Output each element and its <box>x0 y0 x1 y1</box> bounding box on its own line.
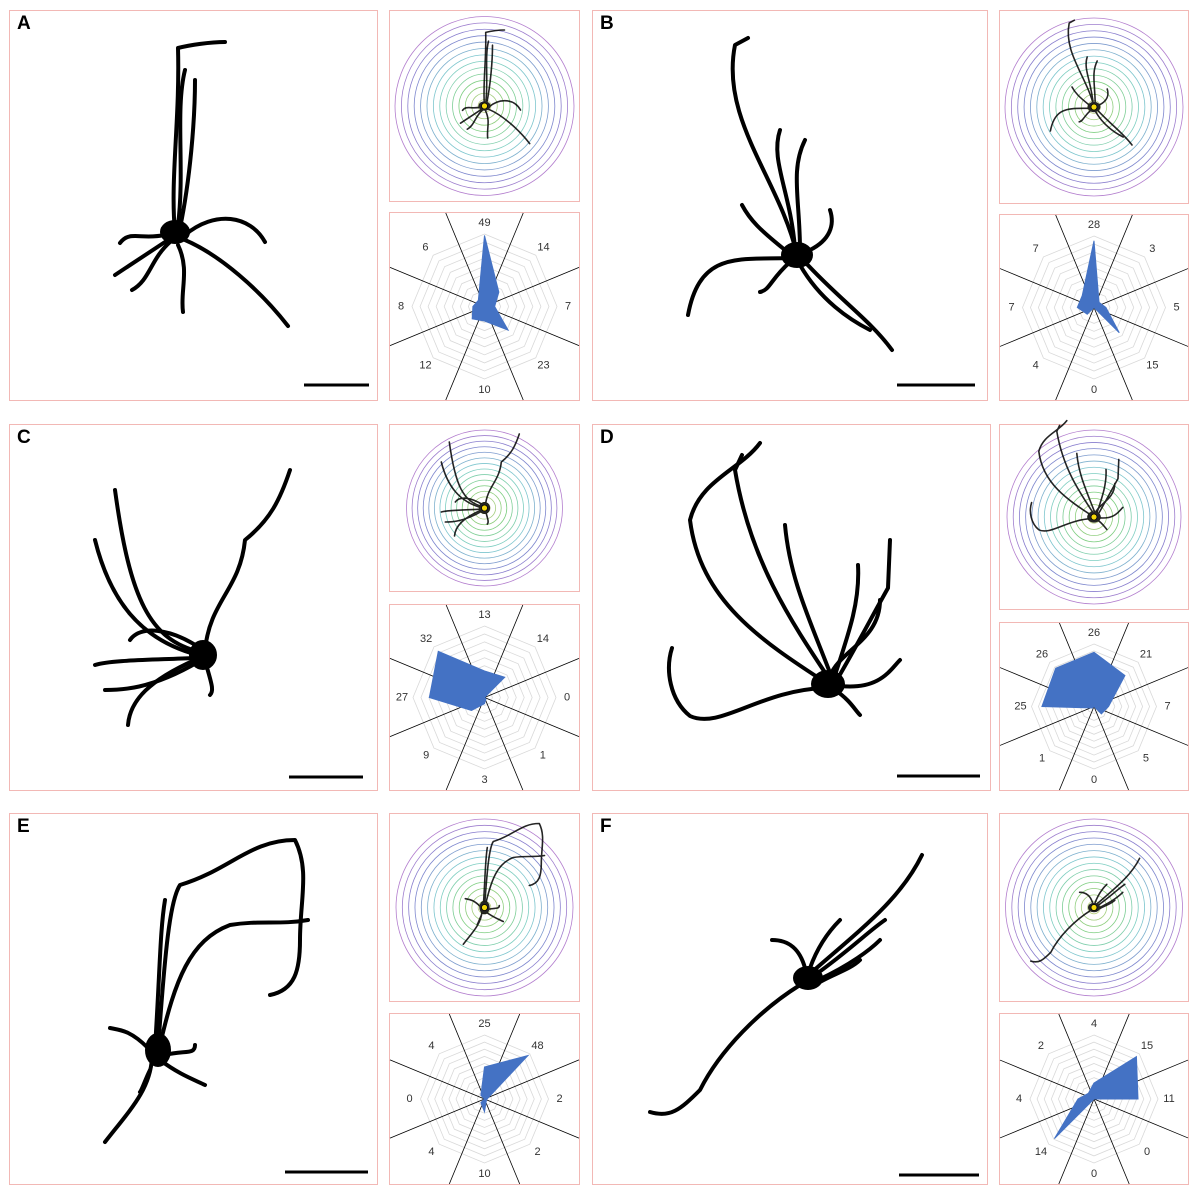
value-label: 32 <box>420 633 432 645</box>
neuron-panel <box>10 814 378 1185</box>
value-label: 6 <box>422 241 428 253</box>
value-label: 23 <box>537 359 549 371</box>
value-label: 3 <box>1149 243 1155 255</box>
value-label: 2 <box>1038 1040 1044 1052</box>
value-label: 25 <box>1014 700 1026 712</box>
panel-label: A <box>17 13 31 34</box>
value-label: 14 <box>537 241 549 253</box>
value-label: 7 <box>1008 301 1014 313</box>
sholl-center <box>1091 905 1097 911</box>
value-label: 15 <box>1146 360 1158 372</box>
sholl-center <box>1091 514 1097 520</box>
value-label: 4 <box>428 1146 434 1158</box>
neuron-drawing <box>650 855 922 1114</box>
value-label: 5 <box>1173 301 1179 313</box>
sholl-center <box>1091 104 1097 110</box>
neuron-panel <box>593 814 988 1185</box>
sholl-trace <box>461 30 530 144</box>
neuron-panel <box>10 425 378 791</box>
neuron-drawing <box>688 38 892 350</box>
sholl-center <box>482 103 488 109</box>
value-label: 49 <box>478 217 490 229</box>
value-label: 26 <box>1036 648 1048 660</box>
value-label: 14 <box>1035 1146 1047 1158</box>
value-label: 48 <box>531 1040 543 1052</box>
neuron-drawing <box>105 840 308 1142</box>
value-label: 5 <box>1143 752 1149 764</box>
panel-label: C <box>17 427 31 448</box>
value-label: 12 <box>419 359 431 371</box>
value-label: 28 <box>1088 219 1100 231</box>
sholl-center <box>482 905 488 911</box>
panel-label: F <box>600 816 612 837</box>
value-label: 7 <box>1033 243 1039 255</box>
value-label: 15 <box>1141 1040 1153 1052</box>
value-label: 0 <box>1091 1168 1097 1180</box>
value-label: 2 <box>556 1093 562 1105</box>
sholl-center <box>482 505 488 511</box>
value-label: 13 <box>478 609 490 621</box>
value-label: 7 <box>1164 700 1170 712</box>
value-label: 10 <box>478 384 490 396</box>
value-label: 4 <box>1091 1018 1097 1030</box>
panel-label: B <box>600 13 614 34</box>
panel-label: E <box>17 816 30 837</box>
value-label: 0 <box>564 691 570 703</box>
neuron-panel <box>10 11 378 401</box>
value-label: 4 <box>1033 360 1039 372</box>
figure: A4914723101286B2835150477C131401392732D2… <box>0 0 1189 1185</box>
value-label: 0 <box>1091 384 1097 396</box>
value-label: 27 <box>396 691 408 703</box>
neuron-drawing <box>95 470 290 725</box>
value-label: 4 <box>1016 1093 1022 1105</box>
value-label: 0 <box>1091 774 1097 786</box>
value-label: 10 <box>478 1168 490 1180</box>
neuron-drawing <box>115 42 288 326</box>
value-label: 2 <box>534 1146 540 1158</box>
page: {"chart_data": [ {"type": "radar", "pane… <box>0 0 1189 1185</box>
value-label: 11 <box>1163 1093 1174 1105</box>
value-label: 7 <box>565 300 571 312</box>
value-label: 0 <box>406 1093 412 1105</box>
value-label: 21 <box>1140 648 1152 660</box>
value-label: 9 <box>423 750 429 762</box>
value-label: 3 <box>481 774 487 786</box>
value-label: 14 <box>537 633 549 645</box>
value-label: 8 <box>398 300 404 312</box>
value-label: 26 <box>1088 627 1100 639</box>
value-label: 25 <box>478 1018 490 1030</box>
neuron-panel <box>593 425 991 791</box>
neuron-drawing <box>669 443 900 719</box>
value-label: 1 <box>1039 752 1045 764</box>
value-label: 4 <box>428 1040 434 1052</box>
panel-label: D <box>600 427 614 448</box>
value-label: 1 <box>540 750 546 762</box>
value-label: 0 <box>1144 1146 1150 1158</box>
